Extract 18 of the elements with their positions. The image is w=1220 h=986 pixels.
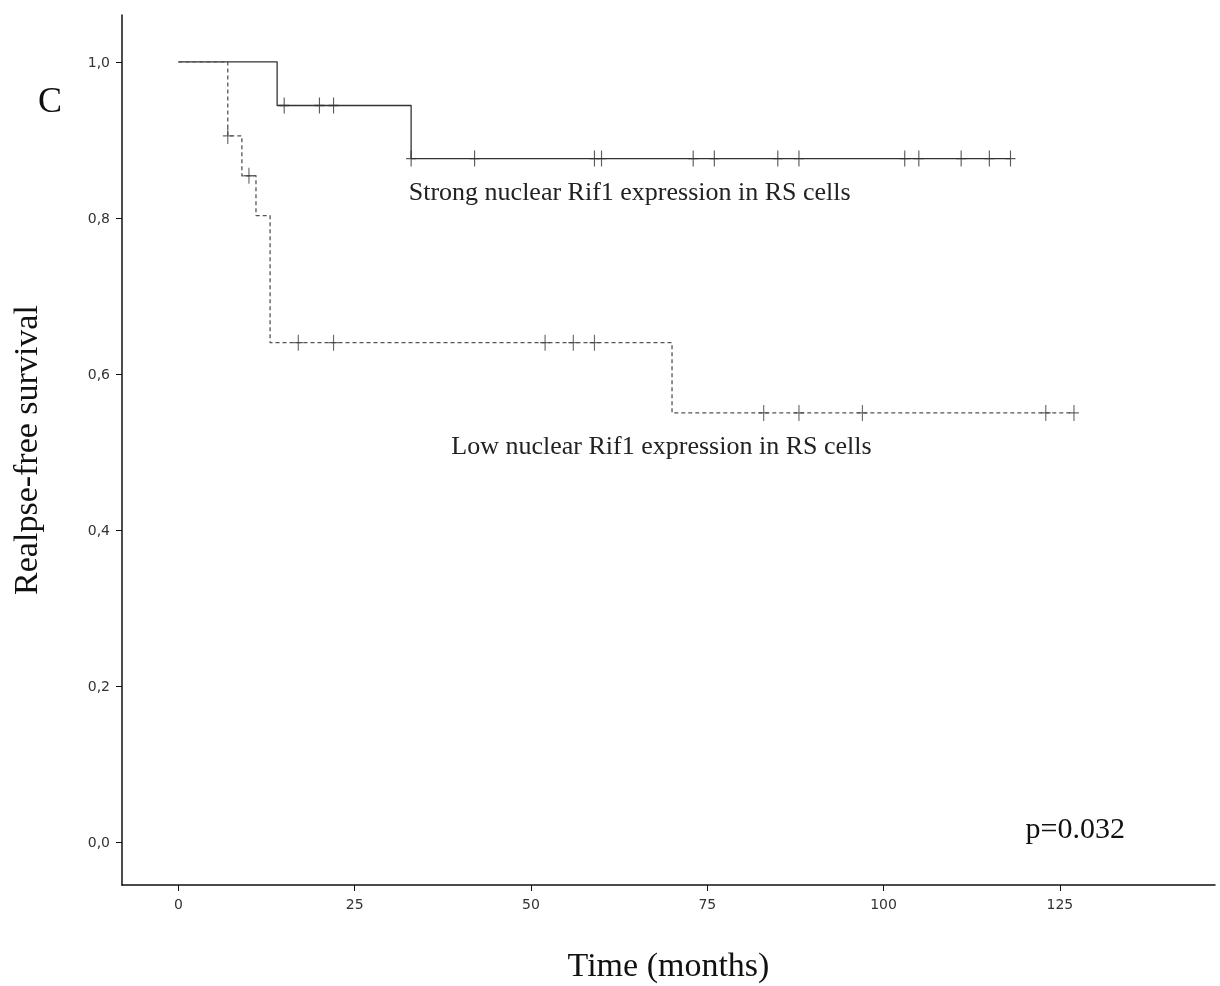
y-axis-title: Realpse-free survival xyxy=(6,305,44,595)
x-tick-label: 75 xyxy=(698,896,717,912)
x-tick-label: 125 xyxy=(1046,896,1074,912)
text: C xyxy=(38,80,63,120)
annotation: p=0.032 xyxy=(1025,810,1125,844)
y-tick-label: 0,6 xyxy=(87,365,111,382)
x-tick-label: 25 xyxy=(345,896,364,912)
series-label: Strong nuclear Rif1 expression in RS cells xyxy=(408,177,851,207)
y-tick-label: 1,0 xyxy=(87,53,110,70)
y-tick-label: 0,8 xyxy=(87,209,110,226)
y-tick-label: 0,0 xyxy=(87,834,110,851)
y-tick-label: 0,2 xyxy=(87,678,110,695)
x-axis-title: Time (months) xyxy=(567,945,770,984)
x-tick-label: 50 xyxy=(522,896,540,912)
x-tick-label: 100 xyxy=(870,896,897,912)
series-label: Low nuclear Rif1 expression in RS cells xyxy=(451,431,872,461)
y-tick-label: 0,4 xyxy=(87,521,111,538)
x-tick-label: 0 xyxy=(173,896,183,912)
